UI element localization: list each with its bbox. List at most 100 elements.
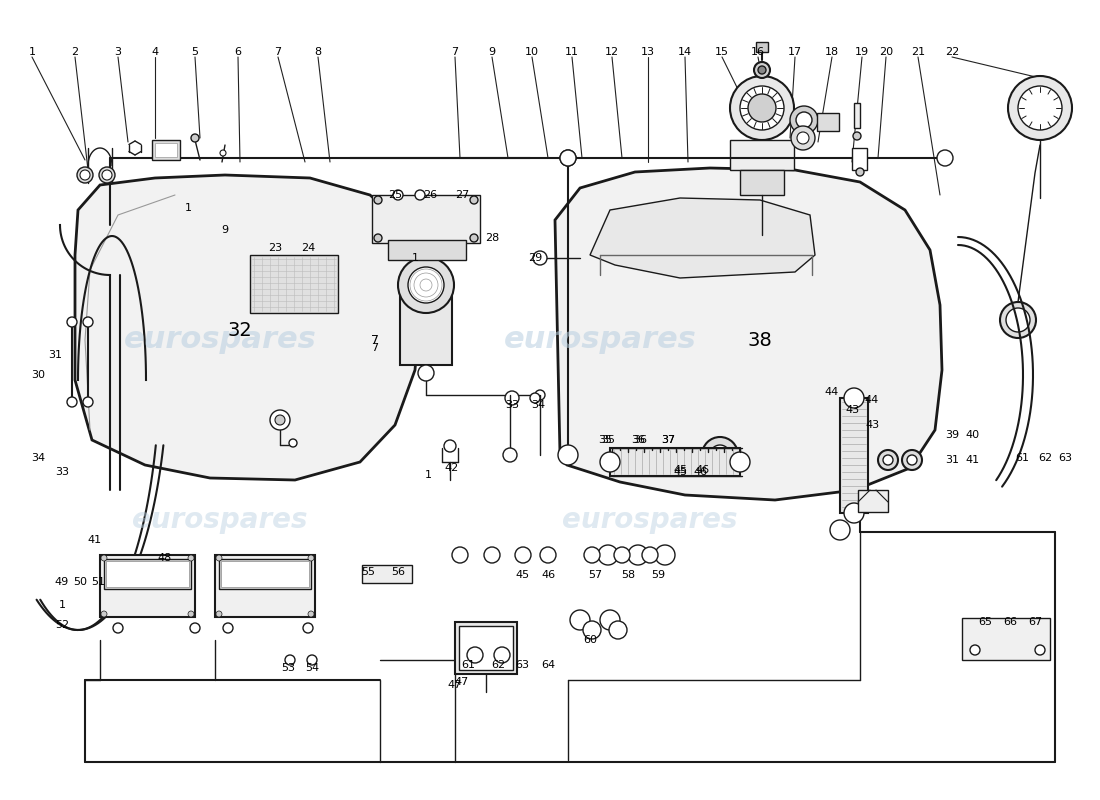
Bar bbox=[155, 143, 177, 157]
Text: eurospares: eurospares bbox=[132, 506, 308, 534]
Circle shape bbox=[830, 520, 850, 540]
Text: 37: 37 bbox=[661, 435, 675, 445]
Circle shape bbox=[609, 621, 627, 639]
Text: 2: 2 bbox=[72, 47, 78, 57]
Circle shape bbox=[80, 170, 90, 180]
Circle shape bbox=[730, 452, 750, 472]
Text: 1: 1 bbox=[425, 470, 431, 480]
Bar bbox=[610, 448, 740, 476]
Text: 45: 45 bbox=[515, 570, 529, 580]
Bar bbox=[400, 285, 452, 365]
Bar bbox=[372, 195, 480, 243]
Text: 18: 18 bbox=[825, 47, 839, 57]
Text: 29: 29 bbox=[528, 253, 542, 263]
Text: eurospares: eurospares bbox=[504, 326, 696, 354]
Circle shape bbox=[452, 547, 468, 563]
Circle shape bbox=[702, 437, 738, 473]
Circle shape bbox=[748, 94, 775, 122]
Circle shape bbox=[289, 439, 297, 447]
Text: 59: 59 bbox=[651, 570, 666, 580]
Text: 21: 21 bbox=[911, 47, 925, 57]
Circle shape bbox=[398, 257, 454, 313]
Circle shape bbox=[82, 397, 94, 407]
Text: 46: 46 bbox=[693, 467, 707, 477]
Text: 67: 67 bbox=[1027, 617, 1042, 627]
Circle shape bbox=[937, 150, 953, 166]
Circle shape bbox=[220, 150, 225, 156]
Bar bbox=[221, 561, 309, 587]
Text: 63: 63 bbox=[515, 660, 529, 670]
Bar bbox=[388, 240, 466, 260]
Text: 25: 25 bbox=[388, 190, 403, 200]
Text: 34: 34 bbox=[31, 453, 45, 463]
Text: 40: 40 bbox=[965, 430, 979, 440]
Text: 17: 17 bbox=[788, 47, 802, 57]
Text: 33: 33 bbox=[55, 467, 69, 477]
Circle shape bbox=[883, 455, 893, 465]
Text: 44: 44 bbox=[865, 395, 879, 405]
Bar bbox=[214, 555, 315, 617]
Circle shape bbox=[844, 503, 864, 523]
Text: 22: 22 bbox=[945, 47, 959, 57]
Circle shape bbox=[484, 547, 500, 563]
Text: 3: 3 bbox=[114, 47, 121, 57]
Circle shape bbox=[654, 545, 675, 565]
Text: 44: 44 bbox=[825, 387, 839, 397]
Text: 45: 45 bbox=[673, 467, 688, 477]
Circle shape bbox=[188, 611, 194, 617]
Circle shape bbox=[468, 647, 483, 663]
Text: 62: 62 bbox=[491, 660, 505, 670]
Circle shape bbox=[583, 621, 601, 639]
Bar bbox=[840, 398, 868, 513]
Circle shape bbox=[908, 455, 917, 465]
Text: 65: 65 bbox=[978, 617, 992, 627]
Text: 37: 37 bbox=[661, 435, 675, 445]
Bar bbox=[756, 42, 768, 52]
Bar bbox=[152, 140, 180, 160]
Bar bbox=[852, 148, 867, 170]
Text: 15: 15 bbox=[715, 47, 729, 57]
Circle shape bbox=[1035, 645, 1045, 655]
Text: 6: 6 bbox=[234, 47, 242, 57]
Bar bbox=[106, 561, 189, 587]
Circle shape bbox=[558, 445, 578, 465]
Circle shape bbox=[113, 623, 123, 633]
Text: 7: 7 bbox=[371, 334, 380, 346]
Text: 9: 9 bbox=[221, 225, 229, 235]
Text: 10: 10 bbox=[525, 47, 539, 57]
Circle shape bbox=[67, 397, 77, 407]
Circle shape bbox=[223, 623, 233, 633]
Text: eurospares: eurospares bbox=[562, 506, 738, 534]
Text: 43: 43 bbox=[845, 405, 859, 415]
Circle shape bbox=[791, 126, 815, 150]
Circle shape bbox=[852, 132, 861, 140]
Circle shape bbox=[560, 150, 576, 166]
Circle shape bbox=[393, 190, 403, 200]
Circle shape bbox=[503, 448, 517, 462]
Text: 14: 14 bbox=[678, 47, 692, 57]
Circle shape bbox=[535, 390, 544, 400]
Polygon shape bbox=[75, 175, 420, 480]
Text: 46: 46 bbox=[695, 465, 710, 475]
Polygon shape bbox=[590, 198, 815, 278]
Circle shape bbox=[216, 555, 222, 561]
Circle shape bbox=[190, 623, 200, 633]
Circle shape bbox=[642, 547, 658, 563]
Text: 1: 1 bbox=[58, 600, 66, 610]
Text: 41: 41 bbox=[88, 535, 102, 545]
Text: 31: 31 bbox=[48, 350, 62, 360]
Circle shape bbox=[101, 611, 107, 617]
Text: 7: 7 bbox=[451, 47, 459, 57]
Text: 61: 61 bbox=[461, 660, 475, 670]
Circle shape bbox=[584, 547, 600, 563]
Circle shape bbox=[740, 86, 784, 130]
Text: 46: 46 bbox=[541, 570, 556, 580]
Bar bbox=[854, 103, 860, 128]
Circle shape bbox=[67, 317, 77, 327]
Circle shape bbox=[902, 450, 922, 470]
Text: 39: 39 bbox=[945, 430, 959, 440]
Circle shape bbox=[628, 545, 648, 565]
Text: 61: 61 bbox=[1015, 453, 1028, 463]
Circle shape bbox=[614, 547, 630, 563]
Circle shape bbox=[216, 611, 222, 617]
